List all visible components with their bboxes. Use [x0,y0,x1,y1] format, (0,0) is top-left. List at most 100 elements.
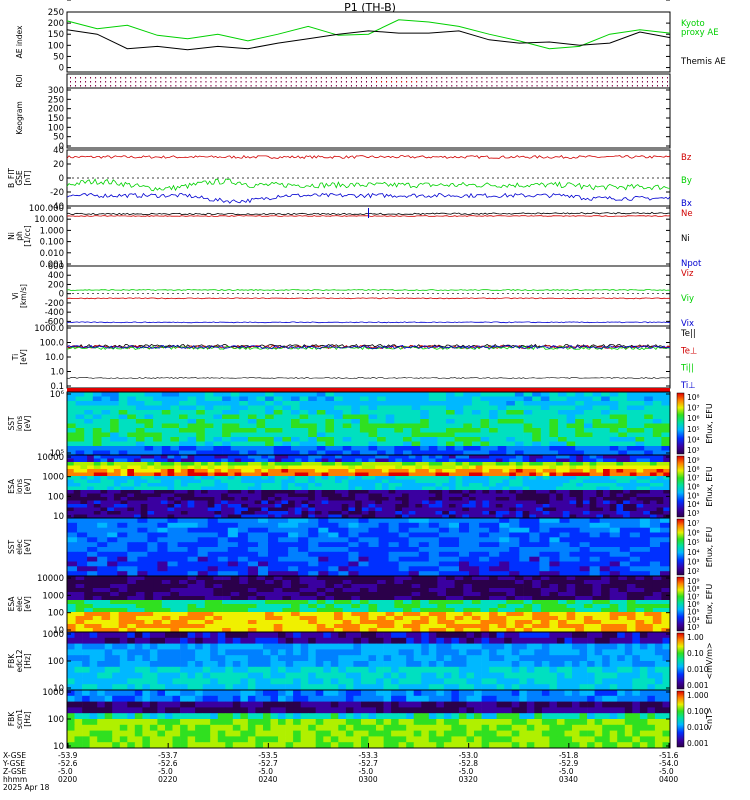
fbk_e-cell [247,632,256,639]
esa_i-cell [100,458,108,463]
esa_i-cell [623,493,631,498]
sst_e-cell [529,532,540,538]
sst_i-cell [368,396,378,402]
sst_i-cell [153,441,163,447]
esa_e-cell [256,596,266,601]
esa_e-cell [351,612,361,617]
sst_i-cell [110,396,120,402]
sst_e-cell [167,532,178,538]
esa_e-cell [368,624,378,629]
esa_i-cell [529,486,537,491]
esa_e-cell [609,576,619,581]
sst_e-cell [378,566,390,572]
esa_i-cell [455,472,463,477]
esa_i-cell [247,486,255,491]
esa_e-cell [84,624,94,629]
esa_i-cell [502,500,510,505]
sst_e-cell [328,547,339,553]
sst_e-cell [499,556,510,562]
esa_i-cell [475,493,483,498]
esa_i-cell [489,490,497,494]
sst_i-cell [583,441,593,447]
esa_i-cell [80,486,88,491]
esa_i-cell [187,504,195,508]
sst_i-cell [592,392,602,397]
sst_i-cell [420,428,430,433]
esa_i-cell [623,479,631,484]
sst_i-cell [75,437,85,442]
sst_i-cell [187,392,197,397]
esa_i-cell [335,493,343,498]
esa_i-cell [529,511,537,515]
sst_e-cell [368,532,379,538]
sst_e-cell [639,551,651,557]
esa_i-cell [247,507,255,512]
sst_i-cell [196,410,206,415]
roi-dot [360,85,362,87]
sst_i-cell [661,428,671,433]
sst_i-cell [661,432,671,438]
esa_i-cell [100,486,108,491]
sst_i-cell [239,414,249,420]
roi-dot [491,77,493,79]
sst_e-cell [519,542,530,548]
sst_e-cell [207,571,219,577]
esa_e-cell [342,584,352,589]
esa_i-cell [113,479,121,484]
esa_i-cell [576,472,584,477]
esa_i-cell [562,490,570,494]
sst_i-cell [351,419,361,424]
esa_e-cell [359,588,369,593]
esa_i-cell [221,514,229,519]
sst_i-cell [308,428,318,433]
sst_e-cell [107,566,118,572]
esa_i-cell [402,465,410,470]
esa_i-cell [663,469,671,473]
esa_i-cell [549,507,557,512]
keogram-ytick-label: 100 [48,123,64,133]
sst_i-cell [592,450,602,456]
roi-dot [315,81,317,83]
esa_i-cell [301,472,309,477]
roi-dot [365,85,367,87]
sst_i-cell [351,446,361,451]
sst_i-cell [497,437,507,442]
esa_i-cell [201,469,209,473]
esa_i-cell [395,504,403,508]
esa_e-cell [368,580,378,585]
esa_e-cell [351,584,361,589]
sst_e-cell [207,556,219,562]
sst_i-cell [403,437,412,442]
esa_i-cell [167,504,175,508]
sst_i-cell [454,392,464,397]
sst_i-cell [428,392,438,397]
sst_i-cell [644,423,654,429]
roi-dot [496,85,498,87]
sst_i-cell [75,432,85,438]
sst_e-cell [97,542,108,548]
esa_i-cell [536,479,544,484]
sst_i-cell [618,432,628,438]
sst_e-cell [499,522,510,528]
sst_i-cell [446,396,455,402]
esa_i-cell [408,472,416,477]
esa_e-cell [463,580,473,585]
sst_i-cell [540,401,550,406]
esa_i-cell [616,469,624,473]
esa_e-cell [489,584,499,589]
esa_i-cell [596,476,604,480]
esa_i-cell [629,458,637,463]
esa_i-cell [80,500,88,505]
esa_i-cell [549,486,557,491]
velocity-ytick-label: -600 [45,317,64,327]
esa_i-cell [355,507,363,512]
esa_e-cell [618,580,628,585]
sst_e-cell [569,561,580,567]
esa_e-cell [403,600,412,605]
esa_e-cell [325,596,335,601]
sst_i-cell [204,419,214,424]
esa_e-cell [135,580,145,585]
esa_i-cell [549,497,557,501]
fbk_e-cell [587,632,595,639]
esa_i-cell [187,493,195,498]
